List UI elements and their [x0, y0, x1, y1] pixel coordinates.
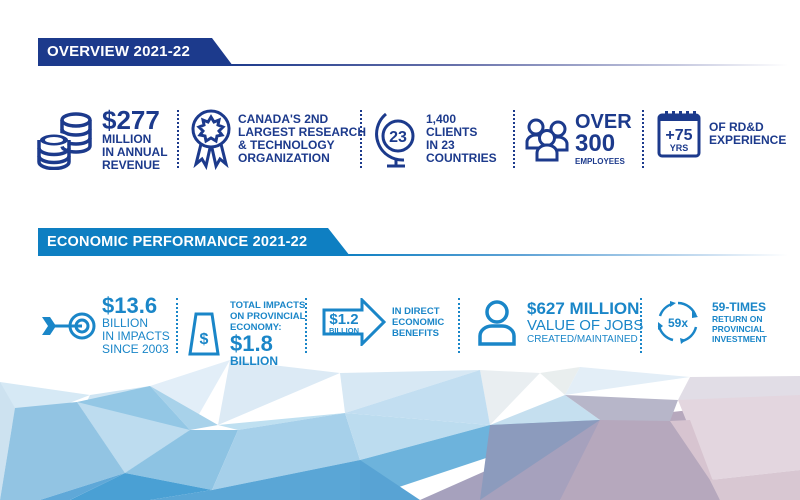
- stat-direct-benefits: $1.2 BILLION IN DIRECT ECONOMIC BENEFITS: [322, 298, 444, 346]
- divider: [305, 298, 307, 353]
- arrow-right-icon: $1.2 BILLION: [322, 298, 386, 346]
- return-value: 59-TIMES: [712, 299, 767, 314]
- svg-text:59x: 59x: [668, 316, 688, 330]
- stat-impacts-since-2003: $13.6 BILLION IN IMPACTS SINCE 2003: [40, 295, 170, 356]
- divider: [177, 110, 179, 168]
- provincial-impact-value: $1.8: [230, 331, 273, 356]
- svg-text:$1.2: $1.2: [329, 311, 358, 328]
- divider: [176, 298, 178, 353]
- coins-stack-icon: [37, 111, 92, 170]
- stat-research-organization: CANADA'S 2ND LARGEST RESEARCH & TECHNOLO…: [190, 108, 366, 170]
- impacts-value: $13.6: [102, 293, 158, 318]
- stat-clients-countries: 23 1,400 CLIENTS IN 23 COUNTRIES: [372, 108, 497, 170]
- money-bag-icon: $: [188, 312, 220, 356]
- stat-jobs-value: $627 MILLION VALUE OF JOBS CREATED/MAINT…: [477, 300, 643, 346]
- svg-text:BILLION: BILLION: [329, 326, 359, 335]
- divider: [458, 298, 460, 353]
- overview-title: OVERVIEW 2021-22: [38, 38, 233, 66]
- stat-rdd-experience: +75 YRS OF RD&D EXPERIENCE: [657, 110, 786, 158]
- globe-icon: 23: [375, 112, 415, 168]
- stat-employees: OVER 300 EMPLOYEES: [525, 112, 632, 167]
- people-group-icon: [525, 118, 569, 161]
- cycle-arrows-icon: 59x: [657, 301, 698, 344]
- svg-text:$: $: [200, 331, 209, 348]
- svg-text:23: 23: [389, 129, 407, 146]
- divider: [360, 110, 362, 168]
- jobs-value: $627 MILLION: [527, 299, 640, 318]
- calendar-icon: +75 YRS: [657, 111, 701, 158]
- stat-return-on-investment: 59x 59-TIMES RETURN ON PROVINCIAL INVEST…: [656, 300, 767, 344]
- arrow-target-icon: [42, 312, 96, 339]
- revenue-value: $277: [102, 105, 160, 135]
- economic-title: ECONOMIC PERFORMANCE 2021-22: [38, 228, 350, 256]
- employees-value: 300: [575, 130, 616, 157]
- divider: [642, 110, 644, 168]
- svg-text:+75: +75: [665, 127, 692, 144]
- svg-text:YRS: YRS: [670, 143, 689, 153]
- stat-annual-revenue: $277 MILLION IN ANNUAL REVENUE: [36, 107, 168, 172]
- divider: [640, 298, 642, 353]
- award-ribbon-icon: [191, 109, 231, 170]
- person-icon: [478, 300, 516, 346]
- stat-provincial-economy: $ TOTAL IMPACTS ON PROVINCIAL ECONOMY: $…: [188, 300, 305, 368]
- overview-header-rule: [228, 64, 788, 66]
- divider: [513, 110, 515, 168]
- economic-header-rule: [343, 254, 788, 256]
